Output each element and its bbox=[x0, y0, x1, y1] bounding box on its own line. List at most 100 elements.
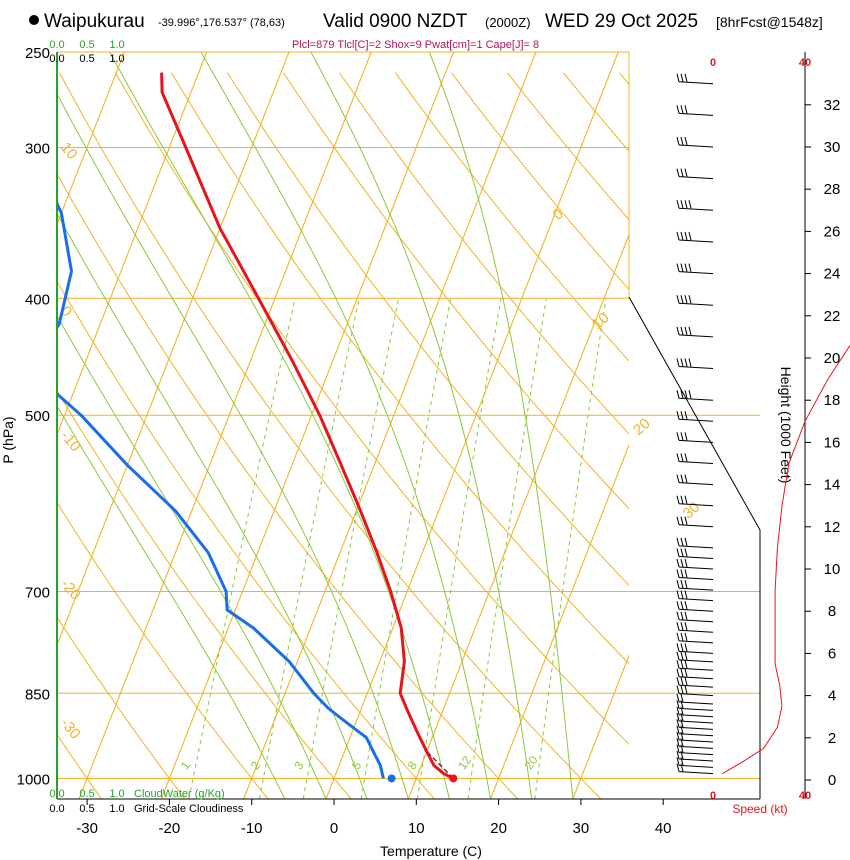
wind-barb bbox=[676, 326, 714, 338]
forecast-info: [8hrFcst@1548z] bbox=[716, 14, 823, 30]
wind-barb-feather bbox=[676, 590, 680, 599]
wind-barb-feather bbox=[680, 668, 684, 677]
wind-barb-feather bbox=[676, 601, 680, 610]
wind-barb-feather bbox=[676, 677, 680, 686]
wind-barb-feather bbox=[684, 677, 688, 686]
wind-barb-staff bbox=[678, 439, 714, 443]
height-tick-label: 26 bbox=[824, 223, 841, 240]
cloud-water-tick-bottom: 0.5 bbox=[79, 788, 94, 800]
surface-dewpoint-marker bbox=[387, 774, 396, 783]
wind-barb bbox=[676, 411, 714, 422]
wind-barb-feather bbox=[676, 569, 680, 578]
wind-barb-staff bbox=[678, 752, 714, 756]
wind-barb-feather bbox=[680, 622, 684, 631]
mixing-ratio-line bbox=[534, 298, 607, 799]
wind-barb-staff bbox=[678, 676, 714, 680]
isotherm-line bbox=[407, 233, 629, 799]
wind-barb-feather bbox=[688, 358, 692, 367]
mixing-ratio-label: 1 bbox=[178, 758, 193, 772]
height-tick-label: 18 bbox=[824, 392, 841, 409]
station-name: Waipukurau bbox=[44, 11, 145, 32]
dry-adiabat-lines bbox=[57, 72, 629, 799]
wind-barb-feather bbox=[684, 168, 688, 177]
temperature-tick-label: -10 bbox=[241, 820, 263, 837]
wind-barb-staff bbox=[678, 271, 714, 275]
mixing-ratio-label: 8 bbox=[405, 758, 420, 772]
dry-adiabat-line bbox=[338, 72, 629, 435]
isotherm-label: 20 bbox=[630, 415, 654, 439]
isotherm-line bbox=[57, 52, 290, 647]
wind-barb-staff bbox=[678, 667, 714, 671]
isotherm-lines bbox=[57, 52, 629, 799]
wind-barb bbox=[676, 601, 714, 612]
wind-barb bbox=[676, 168, 714, 180]
wind-barb-feather bbox=[676, 453, 680, 462]
wind-barb-staff bbox=[678, 418, 714, 422]
speed-tick-label-top: 0 bbox=[710, 57, 716, 69]
pressure-tick-label: 300 bbox=[25, 141, 50, 158]
wind-barb bbox=[676, 73, 714, 85]
cloudiness-tick-top: 1.0 bbox=[109, 53, 124, 65]
wind-barb-feather bbox=[680, 660, 684, 669]
cloud-scale-top: 0.0 0.5 1.0 0.0 0.5 1.0 bbox=[49, 39, 124, 65]
wind-barb-feather bbox=[680, 453, 684, 462]
wind-barb-feather bbox=[676, 474, 680, 483]
station-coords: -39.996°,176.537° (78,63) bbox=[158, 17, 285, 29]
wind-barb-feather bbox=[676, 651, 680, 660]
wind-barb-feather bbox=[680, 390, 684, 399]
wind-barb-feather bbox=[676, 432, 680, 441]
isobar-lines bbox=[57, 51, 760, 779]
dry-adiabat-line bbox=[394, 72, 629, 362]
wind-barb-staff bbox=[678, 598, 714, 602]
dry-adiabat-line bbox=[57, 501, 269, 799]
pressure-tick-label: 400 bbox=[25, 291, 50, 308]
wind-barb-feather bbox=[676, 579, 680, 589]
isotherm-label: -20 bbox=[57, 576, 84, 604]
wind-barb bbox=[676, 651, 714, 663]
cloud-water-tick-bottom: 1.0 bbox=[109, 788, 124, 800]
wind-barb bbox=[676, 693, 714, 705]
wind-barb-feather bbox=[684, 73, 688, 82]
wind-barb-feather bbox=[676, 763, 680, 772]
wind-barb bbox=[676, 660, 714, 671]
height-tick-label: 6 bbox=[828, 645, 836, 662]
temperature-tick-label: 40 bbox=[655, 820, 672, 837]
wind-barb-feather bbox=[688, 200, 692, 209]
wind-barb-feather bbox=[688, 326, 692, 336]
wind-barb-feather bbox=[676, 231, 680, 241]
wind-barb bbox=[676, 105, 714, 116]
wind-barb-feather bbox=[676, 719, 680, 728]
speed-tick-label-top: 40 bbox=[799, 57, 811, 69]
wind-barb-feather bbox=[680, 263, 684, 272]
wind-barb bbox=[676, 611, 714, 623]
dry-adiabat-line bbox=[226, 72, 629, 587]
wind-barb-feather bbox=[676, 744, 680, 753]
wind-barb bbox=[676, 474, 714, 486]
wind-barb bbox=[676, 432, 714, 443]
valid-time: Valid 0900 NZDT bbox=[323, 11, 468, 32]
wind-barb-staff bbox=[678, 693, 714, 697]
wind-barb-feather bbox=[680, 168, 684, 177]
cloud-water-tick-top: 0.0 bbox=[49, 39, 64, 51]
wind-barb-staff bbox=[678, 555, 714, 559]
pressure-ticks: 250 300 400 500 700 850 1000 bbox=[17, 45, 50, 788]
wind-barb-staff bbox=[678, 608, 714, 612]
speed-ticks: 00404080801212 bbox=[710, 57, 811, 802]
wind-barb-feather bbox=[676, 611, 680, 620]
wind-barb-staff bbox=[678, 577, 714, 581]
cloudiness-tick-bottom: 0.5 bbox=[79, 803, 94, 815]
wind-barb-staff bbox=[678, 366, 714, 370]
wind-barb-staff bbox=[678, 397, 714, 401]
wind-barb-feather bbox=[684, 611, 688, 620]
wind-barb-feather bbox=[676, 200, 680, 209]
wind-barb-feather bbox=[676, 495, 680, 504]
wind-barb-feather bbox=[676, 516, 680, 525]
moist-adiabat-line bbox=[200, 52, 492, 799]
dry-adiabat-line bbox=[170, 72, 629, 665]
wind-barb bbox=[676, 569, 714, 581]
wind-barb-feather bbox=[676, 105, 680, 114]
wind-barb-feather bbox=[680, 474, 684, 483]
wind-barb-staff bbox=[678, 701, 714, 705]
wind-barb-feather bbox=[680, 136, 684, 146]
